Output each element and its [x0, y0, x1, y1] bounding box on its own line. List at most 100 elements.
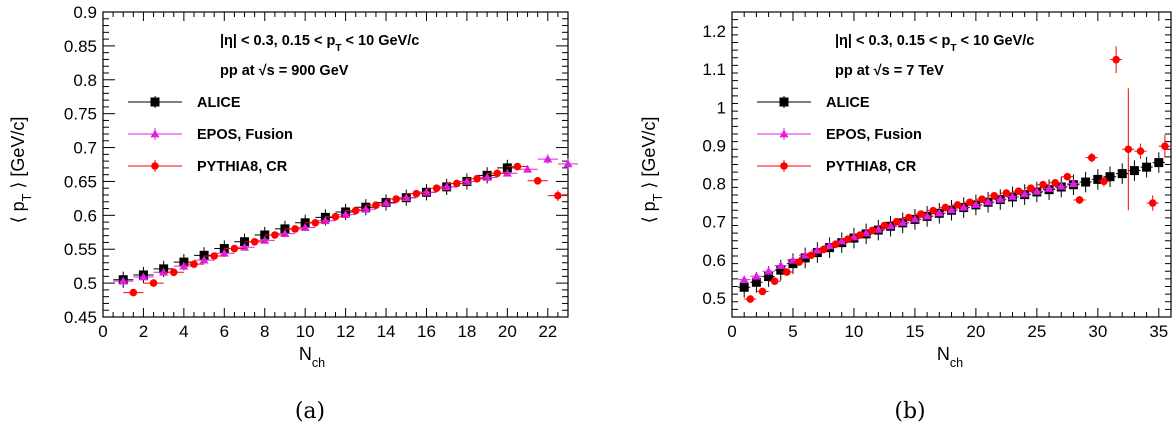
data-point — [764, 272, 774, 282]
data-point — [1142, 162, 1152, 172]
legend-marker — [780, 162, 788, 170]
data-point — [250, 237, 259, 246]
x-tick-label: 12 — [336, 322, 355, 341]
info-line-1: |η| < 0.3, 0.15 < pT < 10 GeV/c — [220, 33, 419, 54]
y-tick-label: 1 — [717, 98, 726, 117]
legend-label: PYTHIA8, CR — [197, 159, 288, 175]
data-point — [825, 241, 835, 250]
data-point — [271, 231, 279, 239]
data-point — [995, 194, 1005, 203]
data-point — [462, 176, 472, 185]
data-point — [971, 200, 981, 208]
data-point — [1002, 189, 1011, 197]
data-point — [800, 250, 810, 259]
info-line-2: pp at √s = 7 TeV — [835, 63, 944, 79]
data-point — [118, 276, 128, 285]
data-point — [554, 191, 562, 200]
data-point — [159, 267, 169, 276]
x-axis-title: Nch — [937, 344, 963, 370]
legend-marker — [779, 129, 789, 138]
data-point — [856, 231, 864, 239]
y-tick-label: 0.5 — [73, 274, 97, 293]
y-tick-label: 0.8 — [73, 71, 97, 90]
data-point — [493, 169, 502, 178]
legend-marker — [150, 97, 160, 107]
data-point — [1154, 158, 1164, 168]
data-point — [1136, 147, 1145, 155]
series-pythia8-cr — [123, 162, 568, 297]
y-tick-label: 1.1 — [702, 60, 726, 79]
data-point — [819, 245, 828, 254]
x-tick-label: 0 — [98, 322, 107, 341]
data-point — [1032, 186, 1042, 195]
x-tick-label: 5 — [788, 322, 797, 341]
data-point — [372, 201, 380, 209]
series-pythia8-cr — [744, 46, 1171, 303]
data-point — [432, 184, 441, 193]
data-point — [543, 154, 553, 163]
panel-label-b: (b) — [894, 399, 925, 424]
data-point — [1044, 184, 1054, 192]
data-point — [934, 208, 944, 217]
x-tick-label: 15 — [905, 322, 924, 341]
legend-label: ALICE — [197, 95, 241, 111]
data-point — [230, 244, 239, 253]
data-point — [751, 271, 761, 280]
data-point — [739, 275, 749, 284]
y-tick-label: 1.2 — [702, 22, 726, 41]
data-point — [513, 162, 522, 171]
data-point — [1117, 169, 1127, 179]
data-point — [1161, 142, 1169, 150]
x-tick-label: 35 — [1149, 322, 1168, 341]
data-point — [959, 202, 969, 211]
panel-a: 0 2 4 6 8 10 12 14 16 18 20 22 0.45 0.5 0.55 0.6 0.65 0.7… — [8, 3, 579, 370]
data-point — [1105, 172, 1115, 182]
y-axis-title: ⟨ pT ⟩ [GeV/c] — [8, 117, 34, 224]
data-point — [473, 174, 481, 183]
data-point — [502, 168, 512, 177]
data-point — [1081, 177, 1091, 187]
data-point — [837, 236, 847, 245]
data-point — [1087, 153, 1096, 162]
data-point — [1026, 184, 1035, 192]
y-tick-label: 0.85 — [64, 37, 97, 56]
x-tick-label: 0 — [727, 322, 736, 341]
y-tick-label: 0.75 — [64, 105, 97, 124]
data-point — [533, 176, 542, 185]
data-point — [219, 248, 229, 257]
x-tick-label: 10 — [296, 322, 315, 341]
data-point — [807, 251, 816, 260]
x-tick-label: 20 — [498, 322, 517, 341]
data-point — [758, 287, 767, 296]
data-point — [311, 218, 320, 227]
data-point — [1124, 145, 1133, 154]
data-point — [179, 261, 189, 270]
data-point — [291, 225, 299, 233]
data-point — [746, 295, 755, 303]
data-point — [990, 191, 998, 200]
legend-marker — [150, 129, 160, 138]
x-tick-label: 8 — [260, 322, 269, 341]
x-tick-label: 20 — [966, 322, 985, 341]
x-axis-title: Nch — [299, 344, 325, 370]
data-point — [129, 288, 138, 297]
data-point — [1093, 174, 1103, 184]
y-tick-label: 0.45 — [64, 308, 97, 327]
info-line-1: |η| < 0.3, 0.15 < pT < 10 GeV/c — [835, 33, 1034, 54]
data-point — [941, 203, 950, 212]
data-point — [190, 260, 198, 268]
y-tick-label: 0.55 — [64, 240, 97, 259]
legend-label: ALICE — [826, 95, 870, 111]
x-tick-label: 25 — [1027, 322, 1046, 341]
data-point — [1007, 192, 1017, 200]
x-tick-label: 2 — [139, 322, 148, 341]
x-tick-label: 10 — [844, 322, 863, 341]
data-point — [1100, 177, 1108, 186]
data-point — [764, 266, 774, 275]
data-point — [1039, 180, 1047, 189]
data-point — [892, 217, 901, 226]
y-tick-label: 0.5 — [702, 289, 726, 308]
legend-marker — [779, 97, 789, 107]
data-point — [880, 221, 889, 230]
data-point — [776, 265, 786, 275]
